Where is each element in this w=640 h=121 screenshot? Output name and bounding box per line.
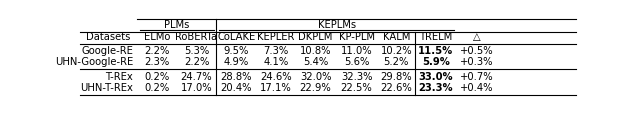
Text: 23.3%: 23.3% [419,83,453,93]
Text: 9.5%: 9.5% [223,45,249,56]
Text: 10.8%: 10.8% [300,45,332,56]
Text: PLMs: PLMs [164,20,189,30]
Text: 17.1%: 17.1% [260,83,292,93]
Text: DKPLM: DKPLM [298,32,333,42]
Text: T-REx: T-REx [106,72,133,82]
Text: 24.7%: 24.7% [180,72,212,82]
Text: 0.2%: 0.2% [144,83,170,93]
Text: 11.0%: 11.0% [340,45,372,56]
Text: 24.6%: 24.6% [260,72,292,82]
Text: KALM: KALM [383,32,410,42]
Text: CoLAKE: CoLAKE [217,32,255,42]
Text: 22.6%: 22.6% [380,83,412,93]
Text: KEPLMs: KEPLMs [317,20,356,30]
Text: 20.4%: 20.4% [221,83,252,93]
Text: 4.1%: 4.1% [263,57,289,67]
Text: 10.2%: 10.2% [380,45,412,56]
Text: 11.5%: 11.5% [419,45,454,56]
Text: 22.9%: 22.9% [300,83,332,93]
Text: 7.3%: 7.3% [263,45,289,56]
Text: 29.8%: 29.8% [380,72,412,82]
Text: UHN-Google-RE: UHN-Google-RE [55,57,133,67]
Text: 22.5%: 22.5% [340,83,372,93]
Text: Google-RE: Google-RE [81,45,133,56]
Text: 5.4%: 5.4% [303,57,328,67]
Text: 17.0%: 17.0% [180,83,212,93]
Text: 0.2%: 0.2% [144,72,170,82]
Text: 5.2%: 5.2% [383,57,409,67]
Text: +0.7%: +0.7% [460,72,493,82]
Text: +0.4%: +0.4% [460,83,493,93]
Text: TRELM: TRELM [419,32,452,42]
Text: KEPLER: KEPLER [257,32,294,42]
Text: △: △ [473,32,481,42]
Text: Datasets: Datasets [86,32,131,42]
Text: RoBERTa: RoBERTa [175,32,218,42]
Text: 5.3%: 5.3% [184,45,209,56]
Text: 28.8%: 28.8% [221,72,252,82]
Text: 2.2%: 2.2% [184,57,209,67]
Text: 2.2%: 2.2% [144,45,170,56]
Text: 32.3%: 32.3% [340,72,372,82]
Text: 4.9%: 4.9% [223,57,249,67]
Text: 2.3%: 2.3% [144,57,170,67]
Text: 5.6%: 5.6% [344,57,369,67]
Text: KP-PLM: KP-PLM [339,32,374,42]
Text: +0.5%: +0.5% [460,45,493,56]
Text: +0.3%: +0.3% [460,57,493,67]
Text: ELMo: ELMo [144,32,170,42]
Text: 32.0%: 32.0% [300,72,332,82]
Text: 33.0%: 33.0% [419,72,453,82]
Text: UHN-T-REx: UHN-T-REx [80,83,133,93]
Text: 5.9%: 5.9% [422,57,450,67]
